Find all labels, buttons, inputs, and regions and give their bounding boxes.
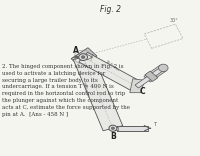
- Polygon shape: [145, 71, 158, 81]
- Polygon shape: [71, 48, 97, 67]
- Circle shape: [111, 127, 114, 129]
- Circle shape: [81, 56, 85, 58]
- Polygon shape: [130, 79, 145, 93]
- Text: Fig. 2: Fig. 2: [100, 5, 121, 14]
- Bar: [117, 126, 148, 131]
- Polygon shape: [79, 52, 141, 91]
- Polygon shape: [135, 66, 165, 88]
- Text: A: A: [73, 46, 79, 55]
- Text: 150mm: 150mm: [104, 59, 120, 72]
- Text: T: T: [153, 122, 156, 127]
- Polygon shape: [73, 55, 123, 131]
- Circle shape: [109, 125, 117, 131]
- Text: C: C: [139, 87, 145, 96]
- Text: 2. The hinged component shown in Fig. 2 is
used to activate a latching device fo: 2. The hinged component shown in Fig. 2 …: [2, 64, 130, 117]
- Text: 250mm: 250mm: [81, 81, 90, 98]
- Circle shape: [159, 64, 168, 72]
- Text: B: B: [110, 132, 116, 141]
- Bar: [113, 127, 118, 130]
- Text: 30°: 30°: [169, 18, 178, 23]
- Circle shape: [79, 54, 87, 61]
- Polygon shape: [144, 65, 167, 82]
